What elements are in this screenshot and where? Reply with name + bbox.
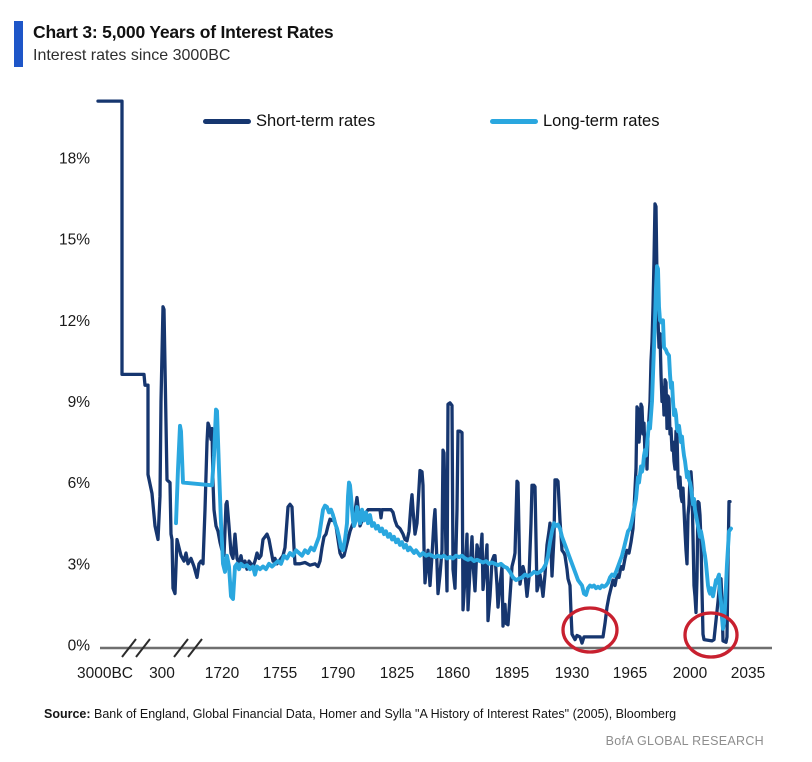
x-tick-label: 300 (149, 665, 175, 682)
x-tick-label: 3000BC (77, 665, 133, 682)
x-tick-label: 2000 (673, 665, 708, 682)
y-tick-label: 12% (59, 313, 90, 330)
x-tick-label: 1930 (555, 665, 590, 682)
long-term-line-swatch (490, 119, 538, 124)
y-tick-label: 3% (68, 556, 91, 573)
y-tick-label: 15% (59, 232, 90, 249)
x-tick-label: 1720 (205, 665, 240, 682)
axis-break-slash (173, 638, 189, 658)
x-tick-label: 1790 (321, 665, 356, 682)
axis-break-slash (187, 638, 203, 658)
y-tick-label: 0% (68, 638, 91, 655)
series-long-term-rates (174, 264, 733, 631)
source-line: Source: Bank of England, Global Financia… (44, 707, 676, 721)
x-tick-label: 1965 (613, 665, 647, 682)
x-tick-label: 1860 (436, 665, 471, 682)
brand-text: BofA GLOBAL RESEARCH (605, 734, 764, 748)
chart-subtitle: Interest rates since 3000BC (33, 47, 231, 64)
title-accent-bar (14, 21, 23, 67)
axis-break-slash (135, 638, 151, 658)
x-tick-label: 1755 (263, 665, 297, 682)
source-text: Bank of England, Global Financial Data, … (90, 707, 677, 721)
zero-rates-circle-1930s (561, 606, 619, 654)
x-tick-label: 1825 (380, 665, 414, 682)
legend-item-short-term: Short-term rates (203, 112, 375, 131)
legend-label-long-term: Long-term rates (543, 112, 660, 130)
y-tick-label: 18% (59, 150, 90, 167)
legend-item-long-term: Long-term rates (490, 112, 659, 131)
source-label: Source: (44, 707, 91, 721)
zero-rates-circle-2010s (683, 611, 739, 659)
short-term-line-swatch (203, 119, 251, 124)
y-tick-label: 9% (68, 394, 91, 411)
legend-label-short-term: Short-term rates (256, 112, 376, 130)
x-tick-label: 1895 (495, 665, 529, 682)
chart-title: Chart 3: 5,000 Years of Interest Rates (33, 22, 334, 42)
series-short-term-rates (96, 99, 732, 645)
y-tick-label: 6% (68, 475, 91, 492)
x-tick-label: 2035 (731, 665, 765, 682)
axis-break-slash (121, 638, 137, 658)
